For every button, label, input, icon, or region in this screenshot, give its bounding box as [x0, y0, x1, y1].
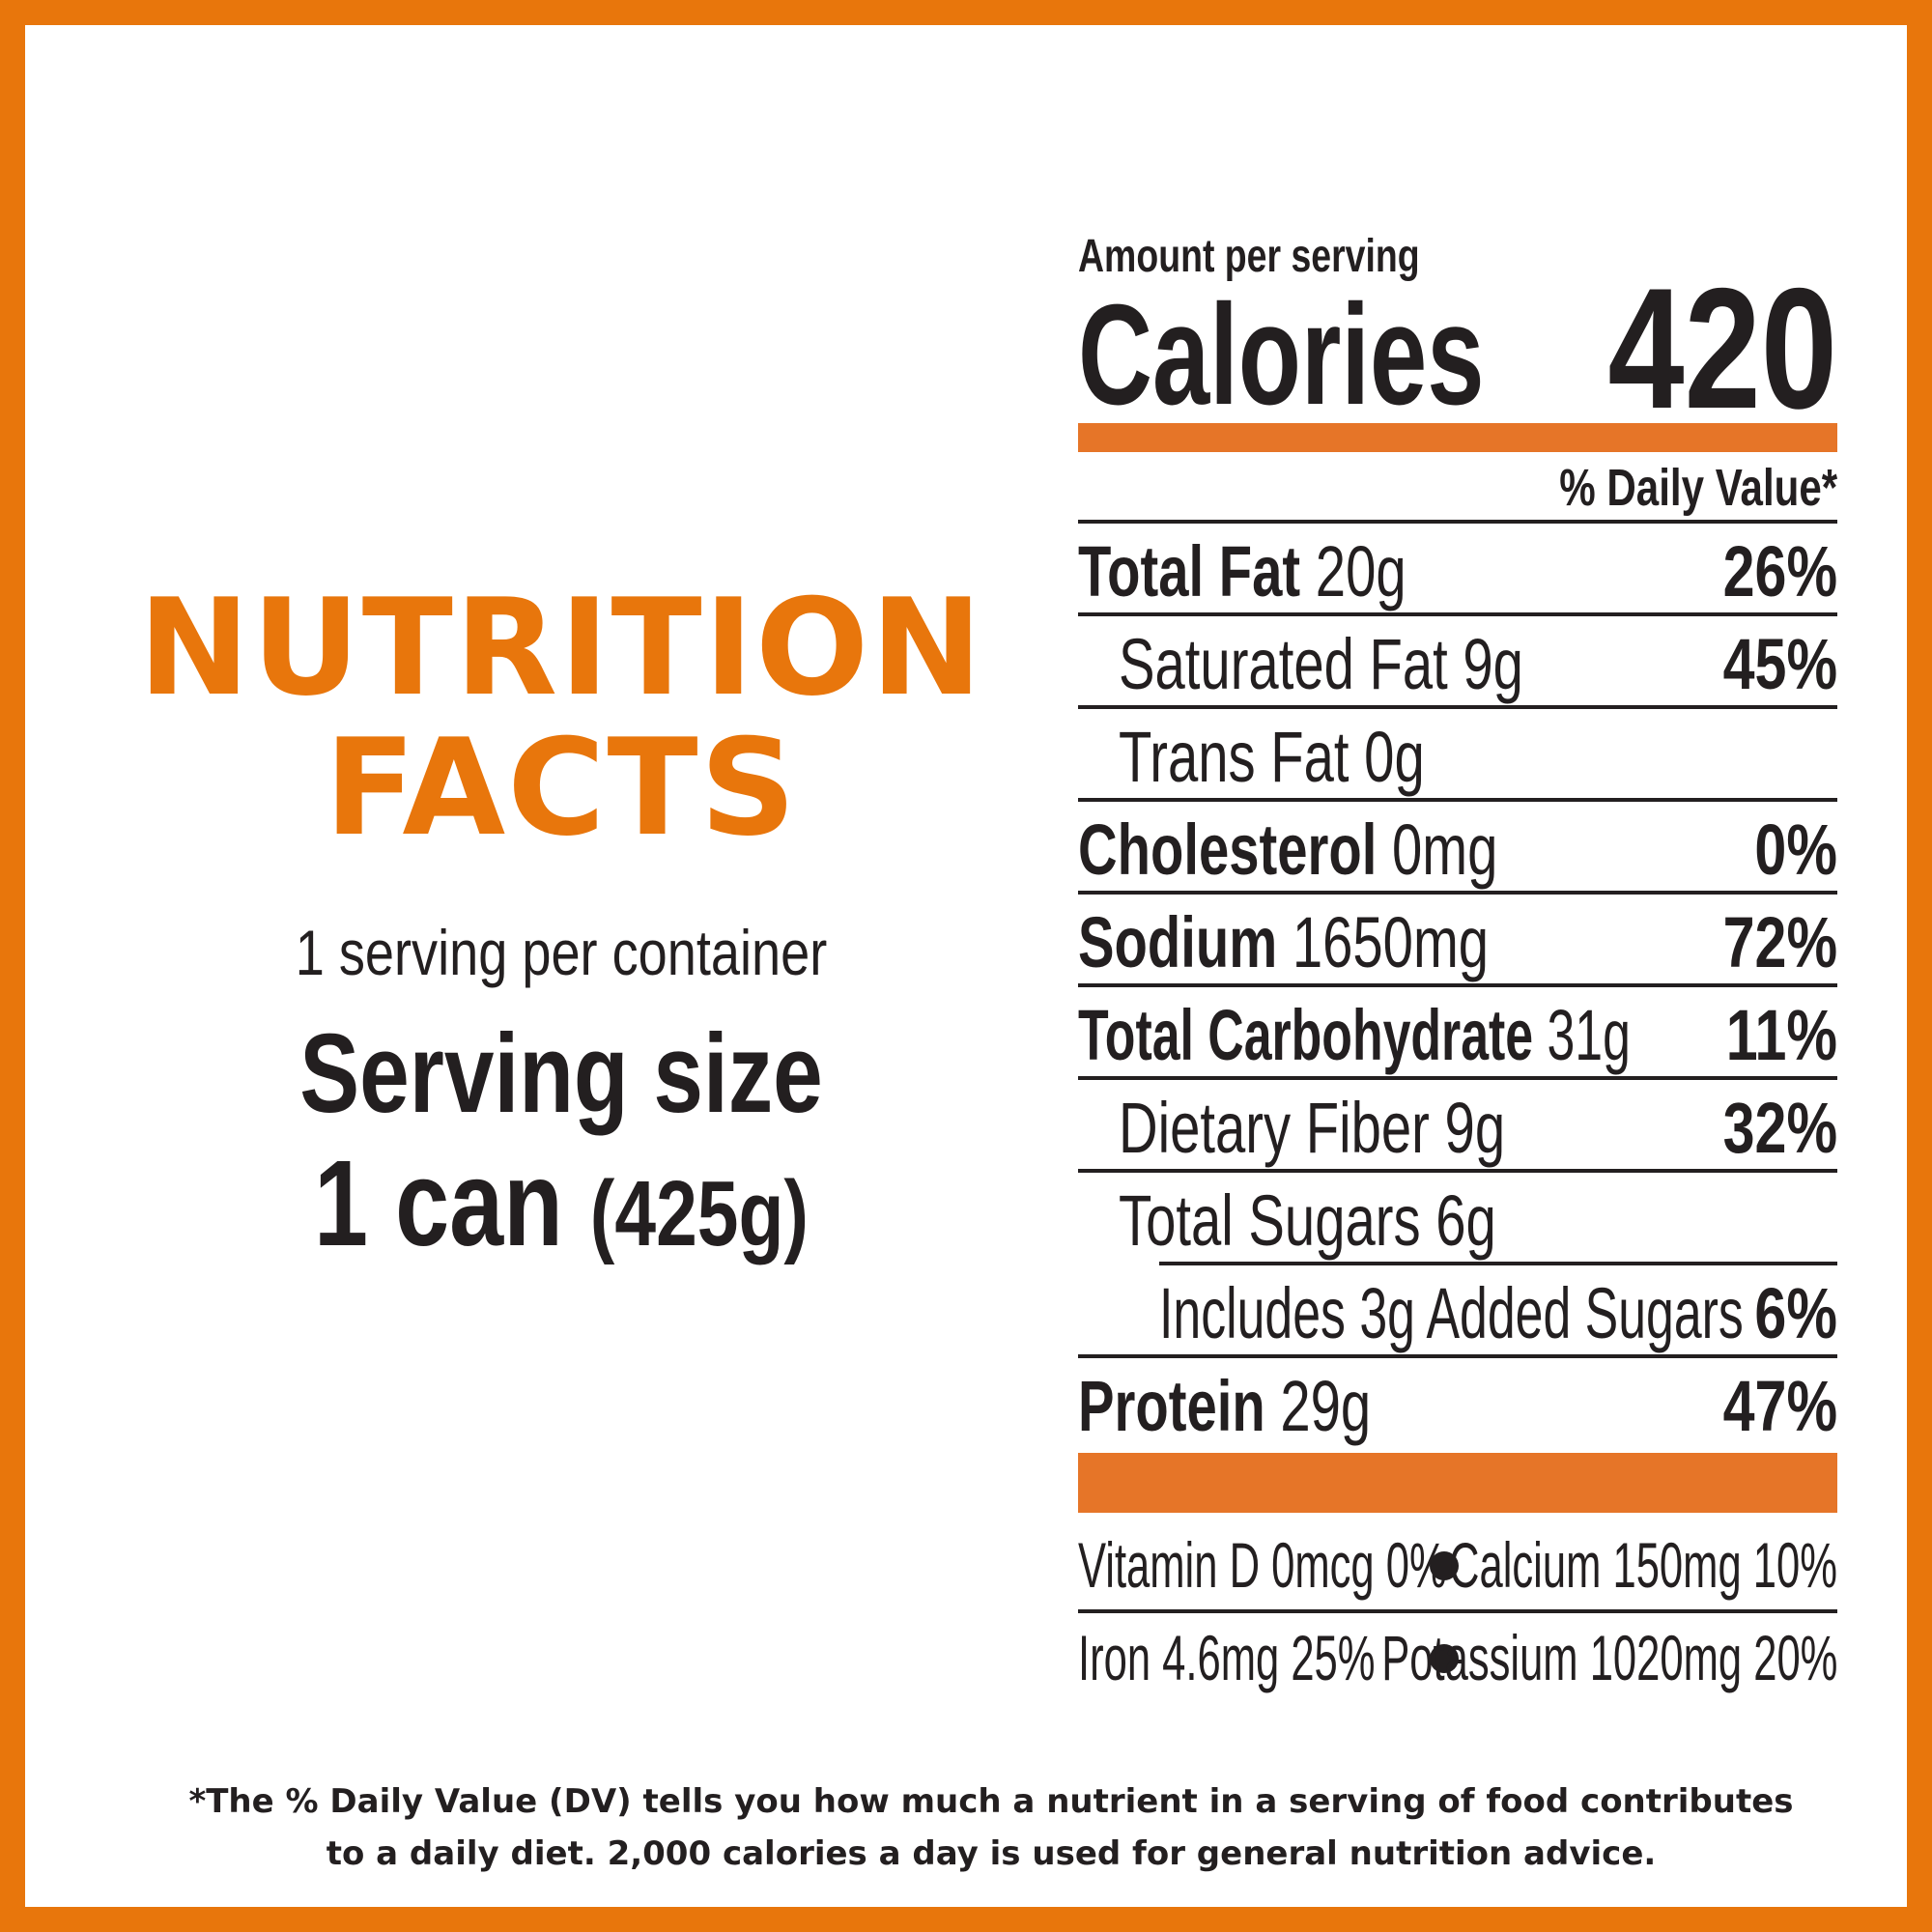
nutrient-dv: 6%: [1754, 1273, 1837, 1353]
bullet-icon: [1430, 1551, 1459, 1580]
serving-size-value: 1 can (425g): [179, 1136, 944, 1282]
serving-size-amount: 1 can: [314, 1135, 563, 1271]
serving-size-weight: (425g): [589, 1162, 809, 1265]
row-divider: [1078, 1354, 1837, 1358]
nutrient-row-total-carbohydrate: Total Carbohydrate 31g 11%: [1078, 987, 1837, 1080]
nutrient-label: Cholesterol 0mg: [1078, 810, 1498, 890]
calcium: Calcium 150mg 10%: [1449, 1529, 1837, 1601]
nutrient-row-cholesterol: Cholesterol 0mg 0%: [1078, 802, 1837, 895]
nutrient-row-protein: Protein 29g 47%: [1078, 1358, 1837, 1451]
nutrient-label: Saturated Fat 9g: [1119, 624, 1523, 704]
vitamin-d: Vitamin D 0mcg 0%: [1078, 1529, 1447, 1601]
vitamin-row-1: Vitamin D 0mcg 0% Calcium 150mg 10%: [1078, 1526, 1837, 1613]
row-divider: [1078, 891, 1837, 895]
nutrient-row-dietary-fiber: Dietary Fiber 9g 32%: [1078, 1080, 1837, 1173]
nutrient-row-trans-fat: Trans Fat 0g: [1078, 709, 1837, 802]
footnote-line-1: *The % Daily Value (DV) tells you how mu…: [188, 1782, 1794, 1821]
nutrient-label: Total Carbohydrate 31g: [1078, 995, 1631, 1075]
daily-value-footnote: *The % Daily Value (DV) tells you how mu…: [122, 1776, 1861, 1880]
headline-facts: FACTS: [324, 710, 799, 866]
nutrient-row-sodium: Sodium 1650mg 72%: [1078, 895, 1837, 987]
serving-size-label: Serving size: [299, 1010, 823, 1136]
amount-per-serving: Amount per serving: [1078, 231, 1420, 282]
nutrient-dv: 26%: [1722, 531, 1837, 611]
row-divider: [1078, 798, 1837, 802]
footnote-line-2: to a daily diet. 2,000 calories a day is…: [326, 1834, 1657, 1873]
nutrient-label: Includes 3g Added Sugars: [1159, 1273, 1744, 1353]
nutrient-label: Trans Fat 0g: [1119, 717, 1425, 797]
row-divider: [1078, 520, 1837, 524]
nutrient-row-total-sugars: Total Sugars 6g: [1078, 1173, 1837, 1265]
bullet-icon: [1430, 1644, 1459, 1673]
nutrient-label: Dietary Fiber 9g: [1119, 1088, 1506, 1168]
nutrient-row-saturated-fat: Saturated Fat 9g 45%: [1078, 616, 1837, 709]
calories-label: Calories: [1078, 275, 1485, 435]
nutrient-dv: 32%: [1722, 1088, 1837, 1168]
nutrient-row-added-sugars: Includes 3g Added Sugars 6%: [1078, 1265, 1837, 1358]
nutrient-label: Sodium 1650mg: [1078, 902, 1490, 982]
row-divider: [1078, 705, 1837, 709]
row-divider: [1078, 1076, 1837, 1080]
potassium: Potassium 1020mg 20%: [1380, 1622, 1837, 1693]
row-divider: [1078, 1609, 1837, 1613]
nutrient-dv: 45%: [1722, 624, 1837, 704]
row-divider: [1078, 612, 1837, 616]
row-divider: [1159, 1262, 1837, 1265]
nutrient-label: Total Sugars 6g: [1119, 1180, 1496, 1261]
servings-per-container: 1 serving per container: [295, 917, 828, 988]
vitamin-row-2: Iron 4.6mg 25% Potassium 1020mg 20%: [1078, 1619, 1837, 1706]
daily-value-header: % Daily Value*: [1559, 459, 1837, 517]
nutrient-label: Protein 29g: [1078, 1366, 1372, 1446]
iron: Iron 4.6mg 25%: [1078, 1622, 1376, 1693]
nutrient-dv: 72%: [1722, 902, 1837, 982]
calories-divider-bar: [1078, 423, 1837, 452]
nutrient-dv: 0%: [1754, 810, 1837, 890]
nutrient-dv: 47%: [1722, 1366, 1837, 1446]
nutrient-label: Total Fat 20g: [1078, 531, 1406, 611]
protein-divider-bar: [1078, 1453, 1837, 1513]
row-divider: [1078, 1169, 1837, 1173]
row-divider: [1078, 983, 1837, 987]
nutrient-row-total-fat: Total Fat 20g 26%: [1078, 524, 1837, 616]
nutrient-dv: 11%: [1725, 995, 1837, 1075]
headline-nutrition: NUTRITION: [138, 570, 984, 725]
calories-value: 420: [1607, 252, 1837, 444]
